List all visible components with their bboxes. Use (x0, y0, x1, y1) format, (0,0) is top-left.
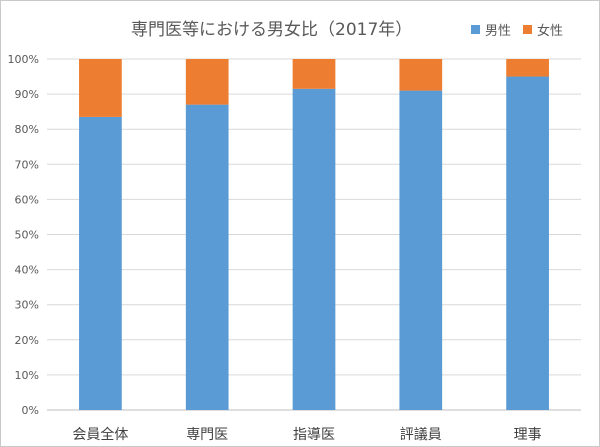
legend-item-female: 女性 (523, 20, 563, 39)
legend-item-male: 男性 (471, 20, 511, 39)
x-category-label: 理事 (514, 427, 542, 443)
bar-male (506, 76, 549, 411)
bar-female (399, 59, 443, 91)
x-category-label: 評議員 (400, 426, 442, 443)
bar-female (506, 59, 549, 77)
bar-female (185, 59, 229, 105)
y-tick-label: 60% (15, 193, 39, 206)
bar-male (399, 90, 443, 410)
bar-male (185, 104, 229, 410)
y-tick-label: 70% (15, 158, 39, 171)
y-axis-ticks: 0% 10% 20% 30% 40% 50% 60% 70% 80% 90% 100% (8, 53, 39, 417)
bar-female (292, 59, 336, 89)
y-tick-label: 20% (15, 334, 39, 347)
y-tick-label: 80% (15, 123, 39, 136)
legend-label-female: 女性 (537, 24, 564, 39)
x-category-label: 会員全体 (72, 426, 128, 443)
legend: 男性 女性 (471, 20, 575, 39)
chart-title: 専門医等における男女比（2017年） (131, 20, 413, 40)
bar-male (79, 116, 122, 410)
y-tick-label: 30% (15, 299, 39, 312)
y-tick-label: 40% (15, 264, 39, 277)
x-category-label: 指導医 (293, 427, 335, 443)
y-tick-label: 50% (15, 229, 39, 242)
y-tick-label: 0% (22, 404, 39, 417)
bar-female (79, 59, 122, 117)
x-category-label: 専門医 (186, 427, 228, 443)
legend-swatch-male (471, 25, 480, 34)
bar-male (292, 88, 336, 411)
bars (79, 59, 549, 411)
x-axis-labels: 会員全体 専門医 指導医 評議員 理事 (72, 426, 541, 443)
y-tick-label: 100% (8, 53, 39, 66)
y-tick-label: 90% (15, 88, 39, 101)
legend-swatch-female (523, 25, 533, 34)
y-tick-label: 10% (15, 369, 39, 382)
legend-label-male: 男性 (485, 24, 512, 39)
